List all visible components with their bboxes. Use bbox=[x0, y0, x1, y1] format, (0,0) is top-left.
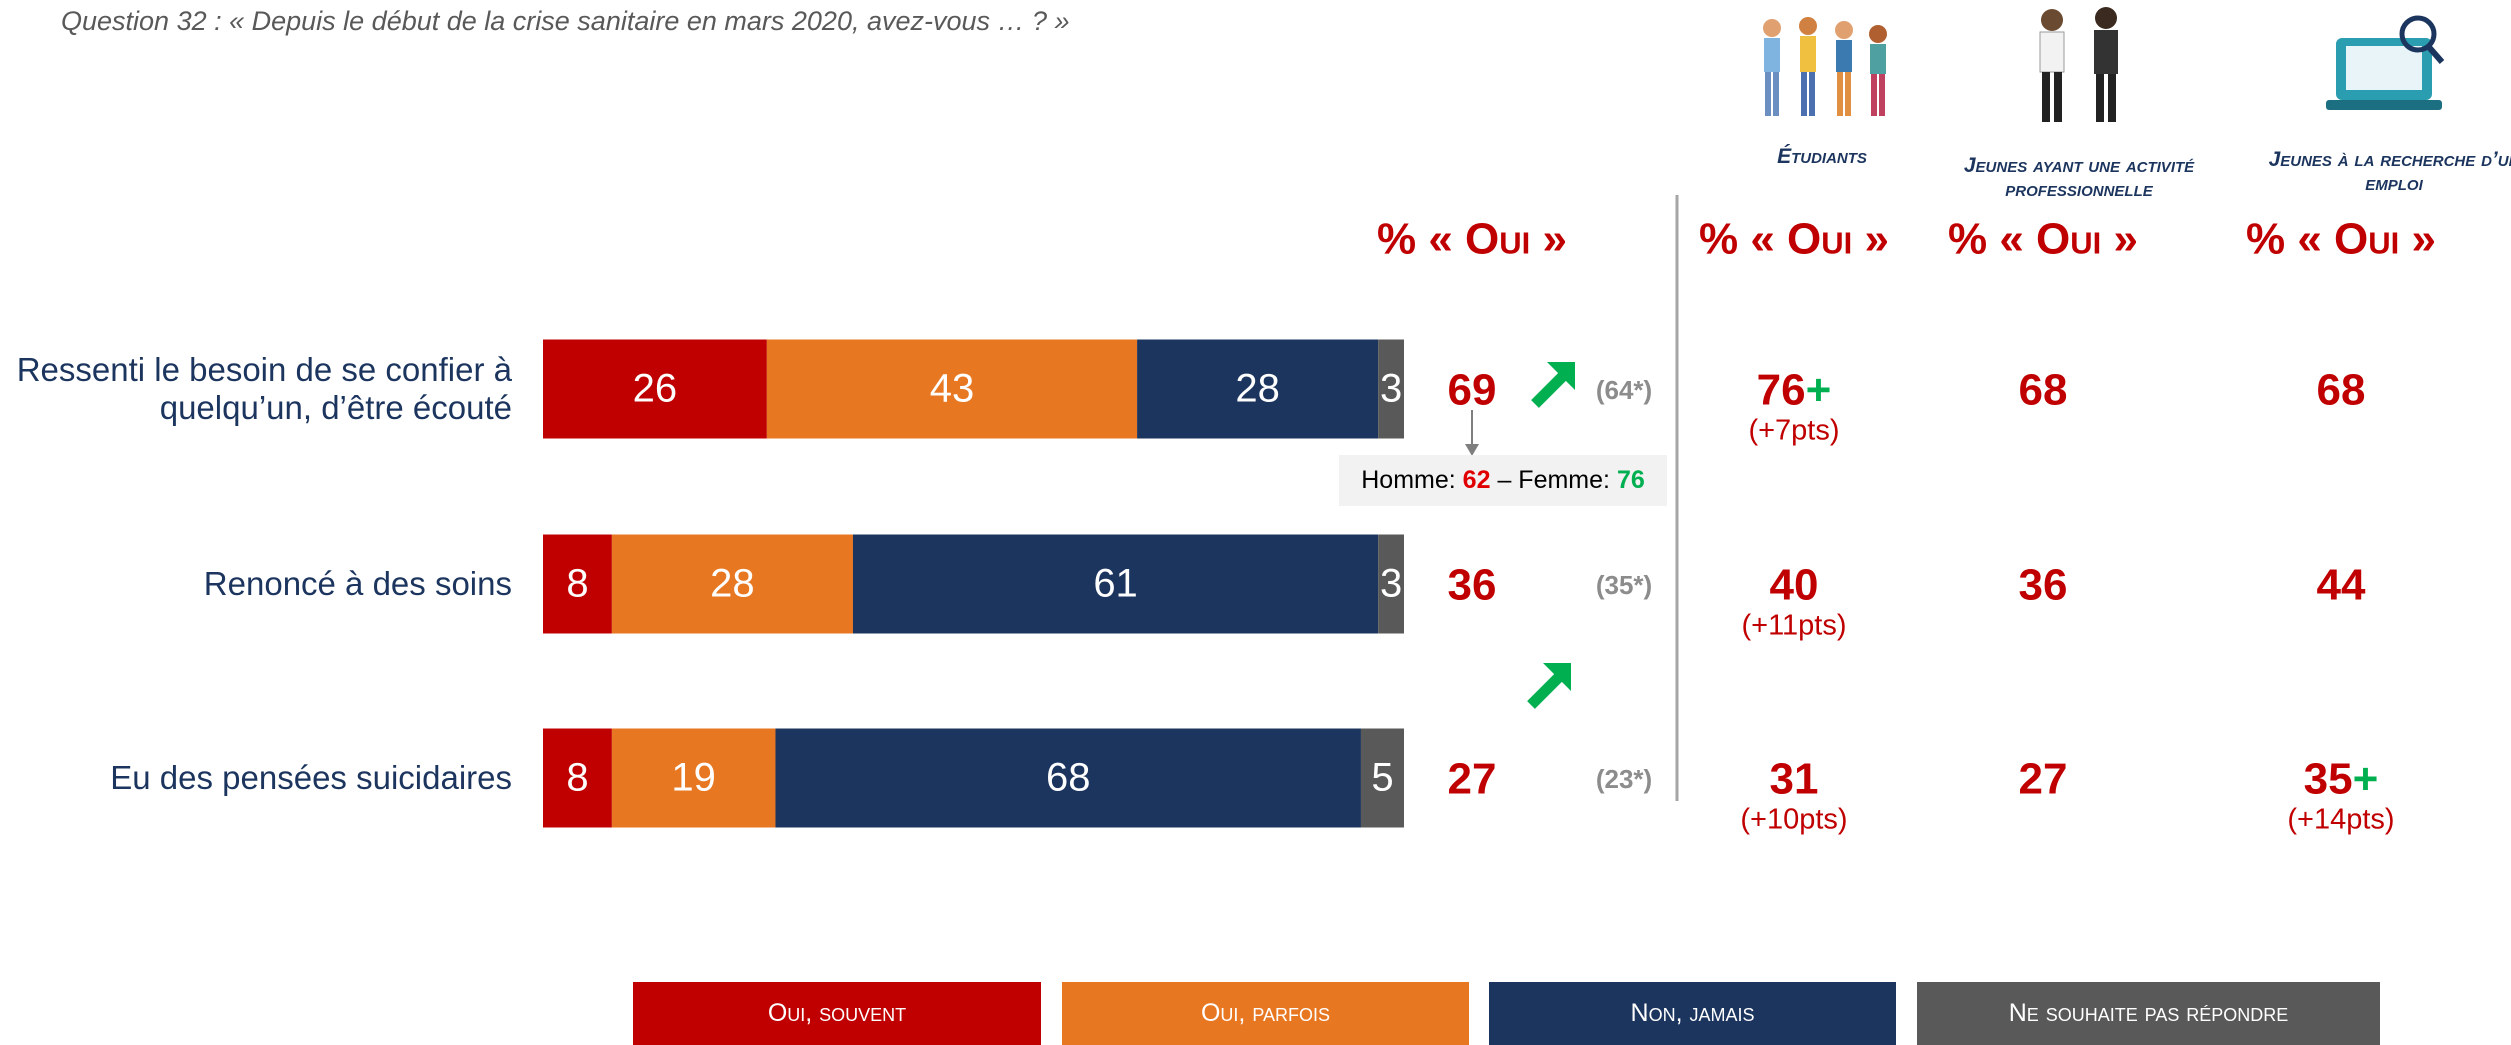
group-name: Jeunes à la recherche d’un emploi bbox=[2254, 148, 2511, 196]
men-label: Homme: bbox=[1361, 466, 1455, 494]
group-cell: 31 bbox=[1770, 755, 1819, 806]
bar-label: 3 bbox=[1380, 367, 1402, 411]
group-name: Jeunes ayant une activité professionnell… bbox=[1929, 154, 2229, 202]
group-value: 76 bbox=[1757, 366, 1806, 415]
legend-item: Oui, souvent bbox=[633, 982, 1041, 1045]
total-value: 36 bbox=[1448, 561, 1497, 612]
significance-marker: + bbox=[1806, 366, 1832, 415]
category-label: Renoncé à des soins bbox=[0, 565, 512, 603]
trend-arrow bbox=[1535, 362, 1575, 404]
women-label: Femme: bbox=[1518, 466, 1610, 494]
legend-item: Non, jamais bbox=[1489, 982, 1896, 1045]
icon-students bbox=[1763, 17, 1887, 116]
group-cell: 76+ bbox=[1757, 366, 1832, 417]
group-value: 44 bbox=[2317, 561, 2366, 610]
previous-value: (35*) bbox=[1596, 571, 1652, 601]
group-change: (+10pts) bbox=[1740, 803, 1847, 836]
category-label: Ressenti le besoin de se confier à quelq… bbox=[0, 351, 512, 427]
icon-workers bbox=[2040, 7, 2118, 122]
page: 26 43 28 3 8 28 61 3 8 19 68 5 Question 32 : « Depu… bbox=[0, 0, 2511, 1045]
bar-label: 8 bbox=[566, 562, 588, 606]
separator: – bbox=[1497, 466, 1511, 494]
bar-label: 26 bbox=[633, 367, 678, 411]
bar-label: 43 bbox=[930, 367, 975, 411]
group-cell: 68 bbox=[2317, 366, 2366, 417]
group-value: 36 bbox=[2019, 561, 2068, 610]
group-cell: 36 bbox=[2019, 561, 2068, 612]
significance-marker: + bbox=[2353, 755, 2379, 804]
icon-jobsearch bbox=[2326, 18, 2442, 110]
previous-value: (64*) bbox=[1596, 376, 1652, 406]
group-change: (+11pts) bbox=[1741, 609, 1846, 642]
totals-header: % « Oui » bbox=[1377, 215, 1567, 266]
group-value: 27 bbox=[2019, 755, 2068, 804]
bar-label: 3 bbox=[1380, 562, 1402, 606]
question: Question 32 : « Depuis le début de la cr… bbox=[61, 6, 1070, 37]
group-value: 31 bbox=[1770, 755, 1819, 804]
previous-value: (23*) bbox=[1596, 765, 1652, 795]
women-value: 76 bbox=[1617, 466, 1645, 494]
group-cell: 68 bbox=[2019, 366, 2068, 417]
trend-arrow bbox=[1531, 663, 1571, 705]
men-value: 62 bbox=[1463, 466, 1491, 494]
group-cell: 27 bbox=[2019, 755, 2068, 806]
group-value: 40 bbox=[1770, 561, 1819, 610]
legend-item: Ne souhaite pas répondre bbox=[1917, 982, 2380, 1045]
group-cell: 40 bbox=[1770, 561, 1819, 612]
group-header: % « Oui » bbox=[2246, 215, 2436, 266]
group-cell: 35+ bbox=[2304, 755, 2379, 806]
group-change: (+7pts) bbox=[1748, 414, 1839, 447]
bar-label: 5 bbox=[1371, 756, 1393, 800]
bar-label: 19 bbox=[671, 756, 716, 800]
bar-label: 8 bbox=[566, 756, 588, 800]
total-value: 27 bbox=[1448, 755, 1497, 806]
gender-note: Homme: 62 – Femme: 76 bbox=[1339, 455, 1667, 506]
group-value: 35 bbox=[2304, 755, 2353, 804]
total-value: 69 bbox=[1448, 366, 1497, 417]
group-value: 68 bbox=[2019, 366, 2068, 415]
bar-label: 28 bbox=[710, 562, 755, 606]
group-value: 68 bbox=[2317, 366, 2366, 415]
bar-label: 61 bbox=[1093, 562, 1138, 606]
group-change: (+14pts) bbox=[2287, 803, 2394, 836]
category-label: Eu des pensées suicidaires bbox=[0, 759, 512, 797]
legend-item: Oui, parfois bbox=[1062, 982, 1469, 1045]
bar-label: 28 bbox=[1235, 367, 1280, 411]
group-cell: 44 bbox=[2317, 561, 2366, 612]
group-header: % « Oui » bbox=[1699, 215, 1889, 266]
group-name: Étudiants bbox=[1722, 145, 1922, 169]
bar-label: 68 bbox=[1046, 756, 1091, 800]
group-header: % « Oui » bbox=[1948, 215, 2138, 266]
